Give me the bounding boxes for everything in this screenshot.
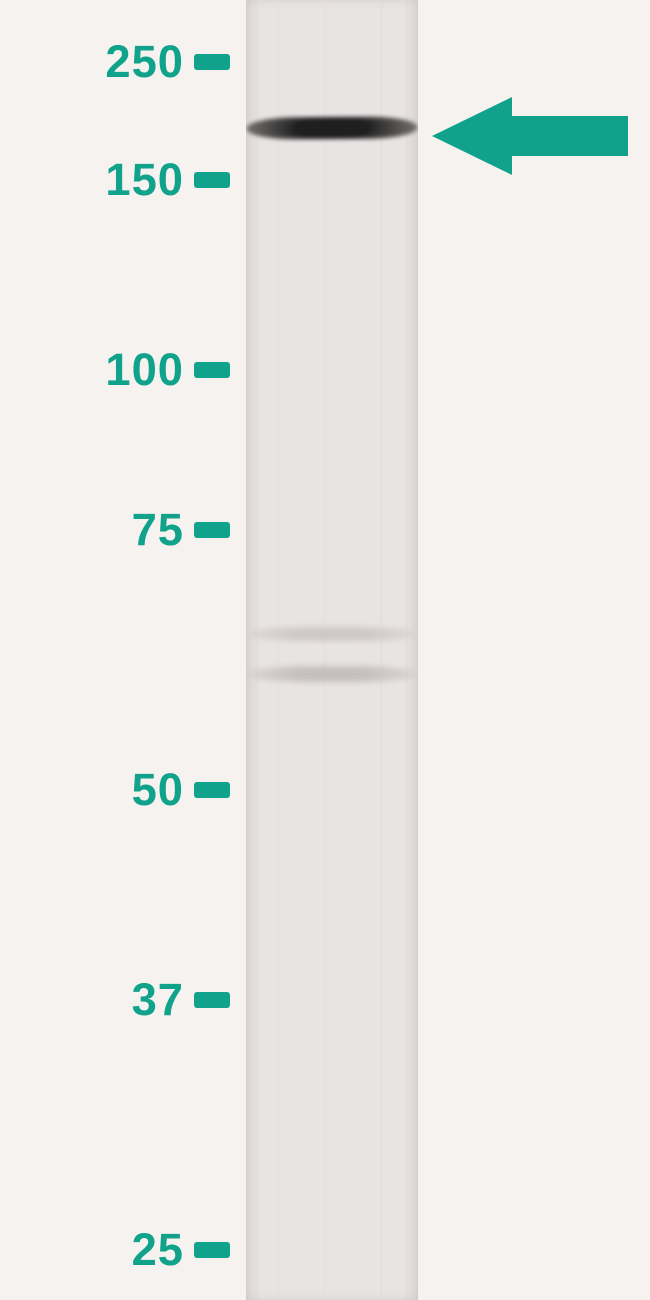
marker-dash-75 <box>194 522 230 538</box>
blot-figure: 250 150 100 75 50 37 25 <box>0 0 650 1300</box>
marker-label-50: 50 <box>0 767 184 812</box>
marker-dash-50 <box>194 782 230 798</box>
marker-label-100: 100 <box>0 347 184 392</box>
blot-canvas: 250 150 100 75 50 37 25 <box>0 0 650 1300</box>
target-arrow-icon <box>432 97 628 175</box>
marker-dash-25 <box>194 1242 230 1258</box>
marker-label-250: 250 <box>0 39 184 84</box>
marker-dash-37 <box>194 992 230 1008</box>
marker-label-25: 25 <box>0 1227 184 1272</box>
marker-dash-250 <box>194 54 230 70</box>
marker-label-150: 150 <box>0 157 184 202</box>
target-band <box>246 116 418 139</box>
nonspecific-band-2 <box>246 666 418 682</box>
nonspecific-band-1 <box>246 627 418 641</box>
blot-lane <box>246 0 418 1300</box>
marker-dash-100 <box>194 362 230 378</box>
lane-streak <box>380 0 383 1300</box>
marker-label-37: 37 <box>0 977 184 1022</box>
lane-streak <box>323 0 327 1300</box>
marker-dash-150 <box>194 172 230 188</box>
lane-streak <box>406 0 408 1300</box>
marker-label-75: 75 <box>0 507 184 552</box>
lane-streak <box>255 0 258 1300</box>
lane-streak <box>277 0 279 1300</box>
